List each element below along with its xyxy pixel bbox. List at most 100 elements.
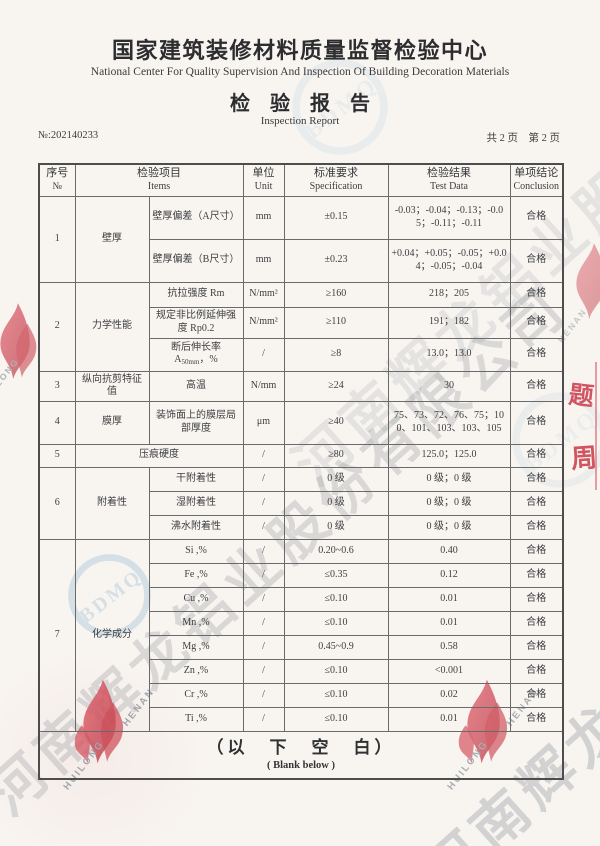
blank-below-cn: （以 下 空 白） bbox=[206, 738, 396, 758]
cell-unit: / bbox=[242, 466, 285, 492]
cell-conclusion: 合格 bbox=[509, 195, 564, 240]
cell-item: 压痕硬度 bbox=[74, 443, 244, 468]
cell-spec: 0 级 bbox=[283, 514, 389, 540]
page-count: 共 2 页 第 2 页 bbox=[486, 133, 561, 144]
cell-spec: ≤0.35 bbox=[283, 562, 389, 588]
cell-spec: 0.20~0.6 bbox=[283, 538, 389, 564]
cell-conclusion: 合格 bbox=[509, 466, 564, 492]
cell-spec: ≥80 bbox=[283, 443, 389, 468]
table-row: 4 膜厚 装饰面上的膜层局部厚度 μm ≥40 75、73、72、76、75；1… bbox=[38, 400, 564, 445]
cell-unit: / bbox=[242, 538, 285, 564]
cell-spec: 0 级 bbox=[283, 466, 389, 492]
cell-result: 191；182 bbox=[387, 306, 511, 339]
cell-item: 沸水附着性 bbox=[148, 514, 244, 540]
cell-conclusion: 合格 bbox=[509, 400, 564, 445]
cell-no: 1 bbox=[38, 195, 76, 283]
cell-conclusion: 合格 bbox=[509, 706, 564, 732]
cell-result: 0.01 bbox=[387, 610, 511, 636]
cell-item: Cr ,% bbox=[148, 682, 244, 708]
blank-below-en: ( Blank below ) bbox=[267, 760, 335, 772]
table-row: 沸水附着性 / 0 级 0 级；0 级 合格 bbox=[39, 514, 564, 540]
cell-spec: ≥110 bbox=[283, 306, 389, 339]
cell-spec: ≤0.10 bbox=[283, 682, 389, 708]
col-header-specification: 标准要求 Specification bbox=[283, 163, 389, 197]
cell-group: 力学性能 bbox=[74, 281, 150, 372]
cell-unit: / bbox=[242, 634, 285, 660]
cell-conclusion: 合格 bbox=[509, 238, 564, 283]
cell-no: 6 bbox=[38, 466, 76, 540]
cell-item: 干附着性 bbox=[148, 466, 244, 492]
cell-unit: N/mm² bbox=[242, 281, 285, 308]
cell-item: 抗拉强度 Rm bbox=[148, 281, 244, 308]
cell-conclusion: 合格 bbox=[509, 538, 564, 564]
cell-unit: / bbox=[242, 658, 285, 684]
cell-no: 3 bbox=[38, 370, 76, 402]
col-header-test-data: 检验结果 Test Data bbox=[387, 163, 511, 197]
cell-result: 75、73、72、76、75；100、101、103、103、105 bbox=[387, 400, 511, 445]
table-row: 规定非比例延伸强度 Rp0.2 N/mm² ≥110 191；182 合格 bbox=[39, 306, 564, 339]
cell-item: Mn ,% bbox=[148, 610, 244, 636]
cell-result: -0.03；-0.04；-0.13；-0.05；-0.11；-0.11 bbox=[387, 195, 511, 240]
cell-unit: / bbox=[242, 490, 285, 516]
table-row: 1 壁厚 壁厚偏差（A尺寸） mm ±0.15 -0.03；-0.04；-0.1… bbox=[38, 195, 564, 283]
cell-unit: μm bbox=[242, 400, 285, 445]
col-header-items: 检验项目 Items bbox=[74, 163, 244, 197]
cell-spec: ≥160 bbox=[283, 281, 389, 308]
col-header-conclusion: 单项结论 Conclusion bbox=[509, 163, 564, 197]
cell-result: +0.04；+0.05；-0.05；+0.04；-0.05；-0.04 bbox=[387, 238, 511, 283]
cell-spec: ≤0.10 bbox=[283, 706, 389, 732]
item-line2: A50mm，% bbox=[174, 354, 218, 367]
cell-no: 4 bbox=[38, 400, 76, 445]
cell-conclusion: 合格 bbox=[509, 514, 564, 540]
cell-unit: / bbox=[242, 586, 285, 612]
inspection-results-table: 序号 № 检验项目 Items 单位 Unit 标准要求 Specification 检… bbox=[38, 163, 564, 780]
cell-conclusion: 合格 bbox=[509, 586, 564, 612]
cell-conclusion: 合格 bbox=[509, 443, 564, 468]
cell-item: 规定非比例延伸强度 Rp0.2 bbox=[148, 306, 244, 339]
cell-no: 2 bbox=[38, 281, 76, 372]
cell-result: 0 级；0 级 bbox=[387, 466, 511, 492]
col-header-no: 序号 № bbox=[38, 163, 76, 197]
table-row: 壁厚偏差（B尺寸） mm ±0.23 +0.04；+0.05；-0.05；+0.… bbox=[39, 238, 564, 283]
cell-spec: ≥8 bbox=[283, 337, 389, 372]
table-row: Zn ,% / ≤0.10 <0.001 合格 bbox=[39, 658, 564, 684]
cell-item: Mg ,% bbox=[148, 634, 244, 660]
cell-conclusion: 合格 bbox=[509, 490, 564, 516]
cell-group: 化学成分 bbox=[74, 538, 150, 732]
blank-below-cell: （以 下 空 白） ( Blank below ) bbox=[38, 730, 564, 780]
cell-spec: 0.45~0.9 bbox=[283, 634, 389, 660]
table-row: 3 纵向抗剪特征值 高温 N/mm ≥24 30 合格 bbox=[38, 370, 564, 402]
cell-result: 0.58 bbox=[387, 634, 511, 660]
table-row: 5 压痕硬度 / ≥80 125.0；125.0 合格 bbox=[38, 443, 564, 468]
cell-item: Cu ,% bbox=[148, 586, 244, 612]
cell-result: 0.40 bbox=[387, 538, 511, 564]
cell-item: Ti ,% bbox=[148, 706, 244, 732]
cell-group: 膜厚 bbox=[74, 400, 150, 445]
cell-unit: mm bbox=[242, 238, 285, 283]
center-name-en: National Center For Quality Supervision … bbox=[90, 66, 510, 78]
cell-result: 13.0；13.0 bbox=[387, 337, 511, 372]
cell-item: 高温 bbox=[148, 370, 244, 402]
table-row: 湿附着性 / 0 级 0 级；0 级 合格 bbox=[39, 490, 564, 516]
cell-group: 壁厚 bbox=[74, 195, 150, 283]
cell-spec: ±0.23 bbox=[283, 238, 389, 283]
table-row: 断后伸长率 A50mm，% / ≥8 13.0；13.0 合格 bbox=[39, 337, 564, 372]
cell-unit: / bbox=[242, 562, 285, 588]
cell-result: 0.02 bbox=[387, 682, 511, 708]
cell-item: Zn ,% bbox=[148, 658, 244, 684]
cell-conclusion: 合格 bbox=[509, 281, 564, 308]
red-seal-edge-line bbox=[595, 362, 597, 490]
cell-unit: / bbox=[242, 682, 285, 708]
cell-unit: / bbox=[242, 337, 285, 372]
cell-item: 湿附着性 bbox=[148, 490, 244, 516]
table-row: Cr ,% / ≤0.10 0.02 合格 bbox=[39, 682, 564, 708]
cell-result: 218；205 bbox=[387, 281, 511, 308]
cell-unit: mm bbox=[242, 195, 285, 240]
cell-item: 壁厚偏差（B尺寸） bbox=[148, 238, 244, 283]
col-header-unit: 单位 Unit bbox=[242, 163, 285, 197]
cell-spec: ±0.15 bbox=[283, 195, 389, 240]
page-title-en: Inspection Report bbox=[260, 115, 340, 127]
cell-conclusion: 合格 bbox=[509, 682, 564, 708]
red-seal-fragment: 题 bbox=[567, 379, 596, 412]
cell-result: 125.0；125.0 bbox=[387, 443, 511, 468]
